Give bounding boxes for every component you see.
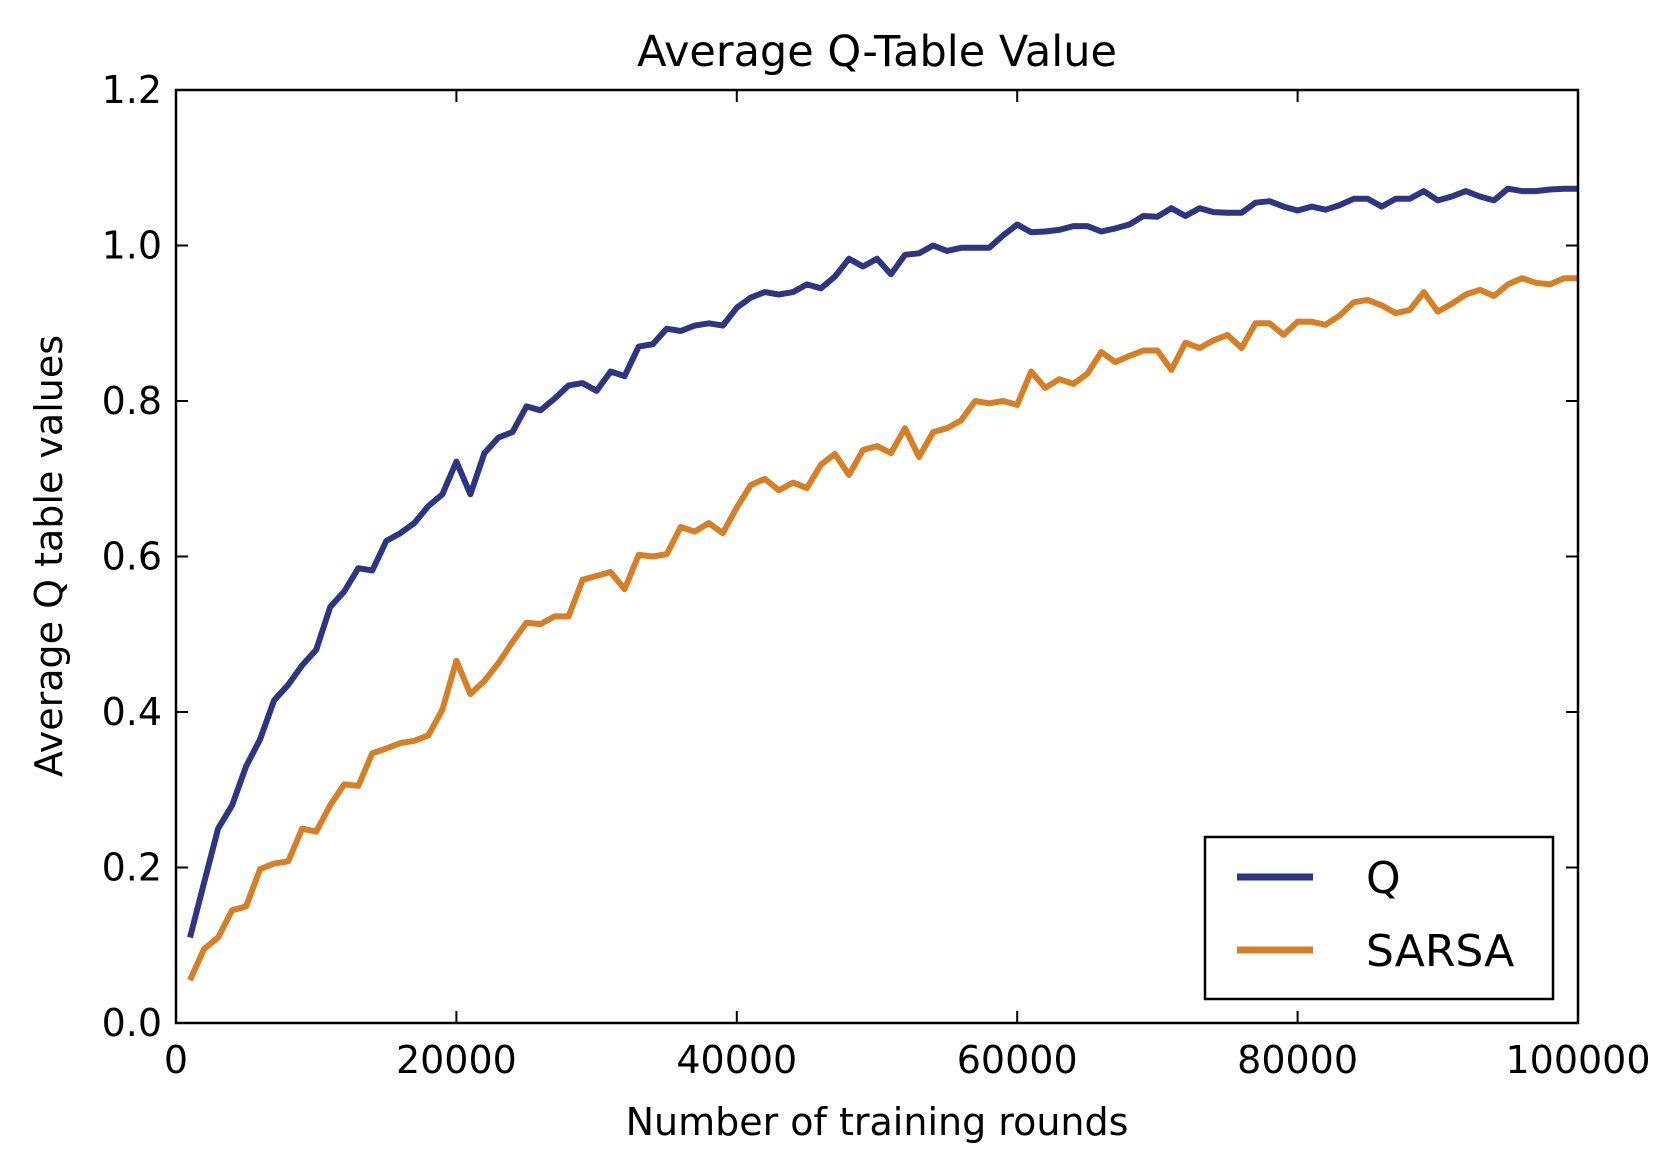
x-axis-label: Number of training rounds — [626, 1100, 1129, 1144]
legend-label-q: Q — [1366, 853, 1401, 904]
x-tick-label: 20000 — [396, 1038, 517, 1082]
x-tick-label: 0 — [164, 1038, 188, 1082]
chart-title: Average Q-Table Value — [637, 27, 1117, 77]
y-tick-label: 0.4 — [102, 690, 162, 734]
series-line-sarsa — [187, 275, 1578, 982]
x-tick-label: 80000 — [1237, 1038, 1358, 1082]
legend-label-sarsa: SARSA — [1366, 926, 1514, 977]
x-tick-label: 60000 — [957, 1038, 1078, 1082]
ticks-layer: 0 20000 40000 60000 80000 100000 0.0 0.2 0.4 0.6 0… — [102, 68, 1651, 1082]
x-tick-label: 100000 — [1505, 1038, 1650, 1082]
y-axis-label: Average Q table values — [27, 335, 71, 777]
y-tick-label: 1.0 — [102, 224, 162, 268]
legend-box — [1203, 835, 1555, 1001]
series-layer — [187, 185, 1578, 982]
series-line-q — [187, 185, 1578, 939]
y-tick-label: 0.8 — [102, 379, 162, 423]
x-tick-label: 40000 — [676, 1038, 797, 1082]
legend: Q SARSA — [1203, 835, 1555, 1001]
y-tick-label: 0.6 — [102, 535, 162, 579]
y-tick-label: 0.2 — [102, 846, 162, 890]
y-tick-label: 1.2 — [102, 68, 162, 112]
y-tick-label: 0.0 — [102, 1001, 162, 1045]
